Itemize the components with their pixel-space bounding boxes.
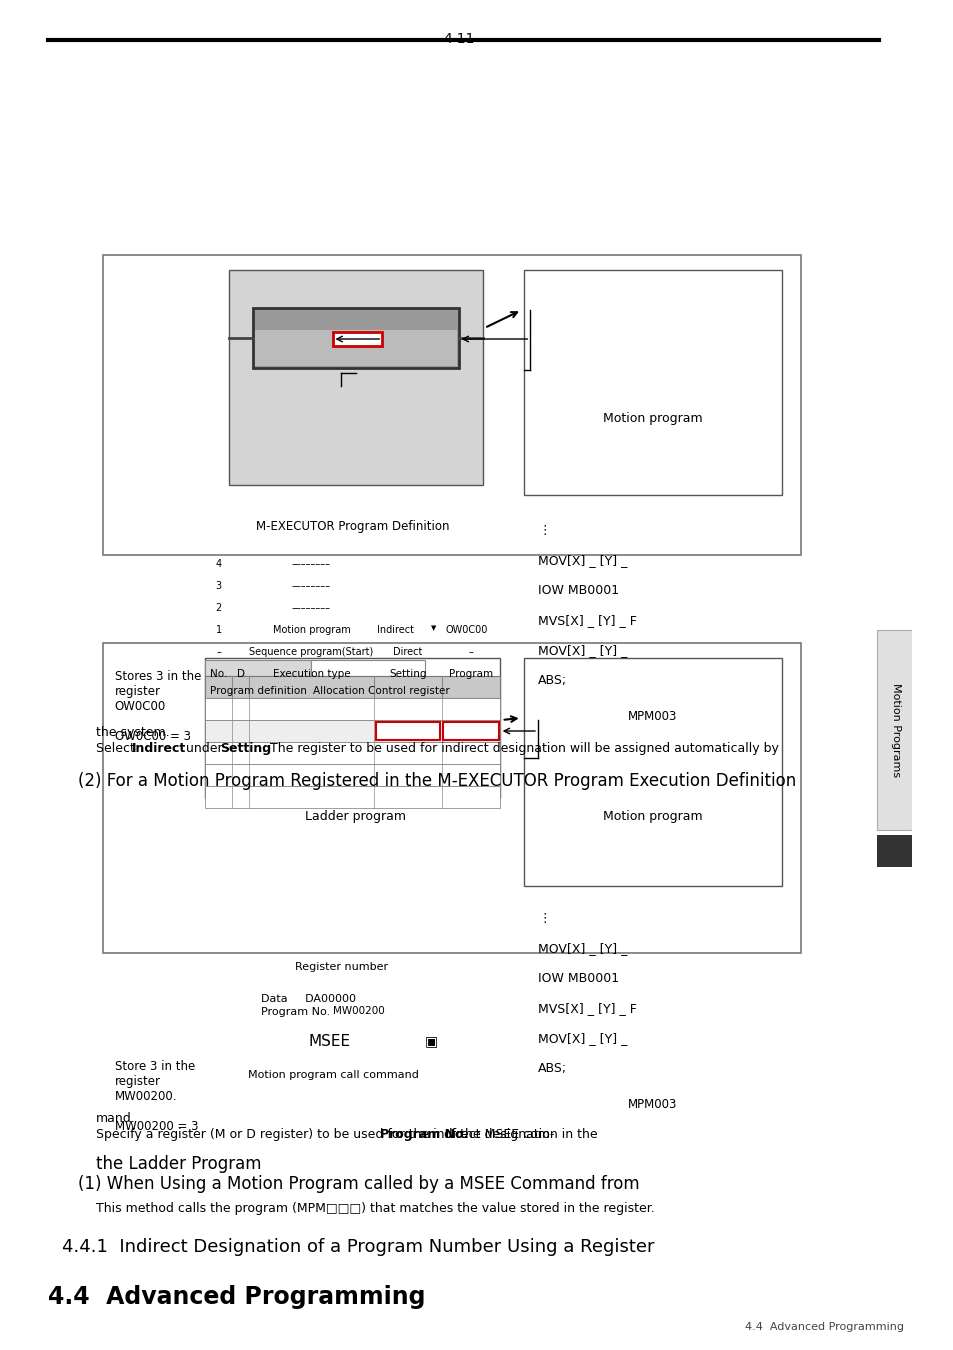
Text: the system.: the system.	[95, 726, 169, 738]
Text: Sequence program(Start): Sequence program(Start)	[249, 647, 374, 657]
Bar	[523, 270, 781, 495]
Bar	[205, 660, 311, 676]
Text: ––––––––: ––––––––	[292, 603, 331, 613]
Bar	[205, 764, 499, 786]
Text: IOW MB0001: IOW MB0001	[537, 585, 618, 597]
Text: Allocation Control register: Allocation Control register	[314, 686, 450, 697]
Bar	[205, 743, 499, 764]
Bar	[253, 308, 458, 369]
Text: Register number: Register number	[294, 963, 387, 972]
Text: ABS;: ABS;	[537, 674, 566, 687]
Text: Setting: Setting	[219, 743, 271, 755]
Text: MOV[X] _ [Y] _: MOV[X] _ [Y] _	[537, 942, 627, 954]
Text: of the MSEE com-: of the MSEE com-	[439, 1129, 554, 1141]
Bar	[375, 722, 440, 740]
Text: This method calls the program (MPM□□□) that matches the value stored in the regi: This method calls the program (MPM□□□) t…	[95, 1202, 654, 1215]
Text: M-EXECUTOR Program Definition: M-EXECUTOR Program Definition	[255, 520, 449, 533]
Text: the Ladder Program: the Ladder Program	[95, 1156, 261, 1173]
Text: Motion program: Motion program	[273, 625, 350, 634]
Text: MPM003: MPM003	[627, 710, 677, 724]
Text: MW00200: MW00200	[334, 1006, 385, 1017]
Text: MOV[X] _ [Y] _: MOV[X] _ [Y] _	[537, 644, 627, 657]
Bar	[205, 676, 499, 698]
Text: 4.4.1  Indirect Designation of a Program Number Using a Register: 4.4.1 Indirect Designation of a Program …	[62, 1238, 654, 1256]
Text: MOV[X] _ [Y] _: MOV[X] _ [Y] _	[537, 1031, 627, 1045]
Bar	[205, 698, 499, 720]
Bar	[229, 270, 482, 485]
Text: Motion program: Motion program	[602, 810, 701, 824]
Text: Program definition: Program definition	[210, 686, 307, 697]
Text: 4.4  Advanced Programming: 4.4 Advanced Programming	[48, 1285, 425, 1310]
Text: 2: 2	[215, 603, 222, 613]
Text: No.: No.	[210, 670, 227, 679]
Bar	[311, 660, 425, 676]
Text: MPM003: MPM003	[627, 1098, 677, 1111]
Text: Specify a register (M or D register) to be used for the indirect designation in : Specify a register (M or D register) to …	[95, 1129, 600, 1141]
Bar	[443, 722, 498, 740]
Text: MOV[X] _ [Y] _: MOV[X] _ [Y] _	[537, 554, 627, 567]
Text: Program No.: Program No.	[380, 1129, 468, 1141]
Text: Motion program: Motion program	[602, 412, 701, 425]
Text: ▼: ▼	[431, 625, 436, 630]
Bar	[523, 657, 781, 886]
Text: ABS;: ABS;	[537, 1062, 566, 1075]
Text: Select: Select	[95, 743, 138, 755]
Bar	[205, 657, 499, 798]
Bar	[205, 720, 499, 743]
Bar	[333, 332, 382, 346]
Text: IOW MB0001: IOW MB0001	[537, 972, 618, 986]
Text: Motion Programs: Motion Programs	[890, 683, 901, 778]
Bar	[876, 630, 911, 830]
Text: ⋮: ⋮	[537, 913, 550, 925]
Text: Motion program call command: Motion program call command	[248, 1071, 419, 1080]
Text: Store 3 in the
register
MW00200.

MW00200 = 3: Store 3 in the register MW00200. MW00200…	[114, 1060, 198, 1133]
Text: MVS[X] _ [Y] _ F: MVS[X] _ [Y] _ F	[537, 614, 637, 626]
Text: 4: 4	[215, 559, 222, 568]
Text: Stores 3 in the
register
OW0C00

OW0C00 = 3: Stores 3 in the register OW0C00 OW0C00 =…	[114, 670, 201, 743]
Text: Setting: Setting	[389, 670, 426, 679]
Text: 1: 1	[215, 625, 222, 634]
Text: ⋮: ⋮	[537, 524, 550, 537]
Text: MVS[X] _ [Y] _ F: MVS[X] _ [Y] _ F	[537, 1002, 637, 1015]
Text: 4: 4	[886, 513, 901, 532]
Text: (2) For a Motion Program Registered in the M-EXECUTOR Program Execution Definiti: (2) For a Motion Program Registered in t…	[78, 772, 796, 790]
Text: 4.4  Advanced Programming: 4.4 Advanced Programming	[744, 1322, 903, 1332]
Text: Data     DA00000: Data DA00000	[260, 994, 355, 1004]
Bar	[103, 255, 800, 555]
Text: Ladder program: Ladder program	[305, 810, 406, 824]
Text: Program No.: Program No.	[260, 1007, 334, 1017]
Text: –: –	[216, 647, 221, 657]
Text: . The register to be used for indirect designation will be assigned automaticall: . The register to be used for indirect d…	[261, 743, 778, 755]
Text: ––––––––: ––––––––	[292, 559, 331, 568]
Text: Direct: Direct	[393, 647, 422, 657]
Text: under: under	[181, 743, 226, 755]
Text: ––––––––: ––––––––	[292, 580, 331, 591]
Text: (1) When Using a Motion Program called by a MSEE Command from: (1) When Using a Motion Program called b…	[78, 1174, 639, 1193]
Text: –: –	[468, 647, 473, 657]
Text: Program: Program	[449, 670, 493, 679]
Bar	[876, 836, 911, 867]
Text: MSEE: MSEE	[309, 1034, 351, 1049]
Text: ▣: ▣	[425, 1034, 437, 1048]
Bar	[205, 786, 499, 809]
Text: mand.: mand.	[95, 1112, 135, 1125]
Bar	[254, 329, 456, 366]
Text: 3: 3	[215, 580, 222, 591]
Text: Indirect: Indirect	[132, 743, 186, 755]
Text: D: D	[236, 670, 245, 679]
Text: 4-11: 4-11	[442, 32, 474, 46]
Bar	[103, 643, 800, 953]
Text: OW0C00: OW0C00	[445, 625, 487, 634]
Text: Indirect: Indirect	[377, 625, 414, 634]
Text: Execution type: Execution type	[273, 670, 350, 679]
